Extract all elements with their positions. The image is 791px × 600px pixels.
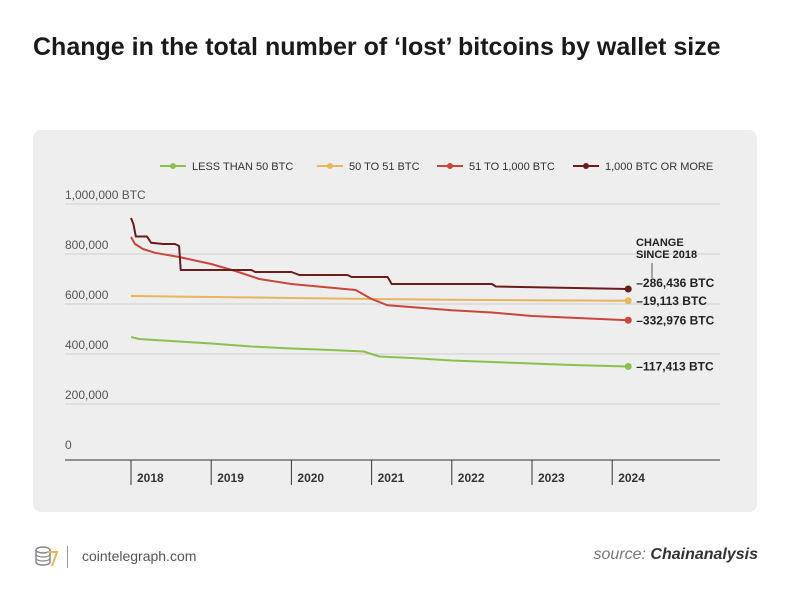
series-line <box>130 217 629 290</box>
legend-label: 51 TO 1,000 BTC <box>469 161 555 173</box>
series-line <box>130 336 629 368</box>
x-tick-label: 2018 <box>137 471 164 485</box>
legend-marker <box>170 163 176 169</box>
annotation-header-line2: SINCE 2018 <box>636 249 697 261</box>
chart-panel <box>33 130 757 512</box>
legend-marker <box>447 163 453 169</box>
x-tick-label: 2022 <box>458 471 485 485</box>
annotation-header-line1: CHANGE <box>636 237 684 249</box>
y-tick-label: 1,000,000 BTC <box>65 188 146 202</box>
line-chart: 0 200,000 400,000 600,000 800,000 1,000,000 B… <box>65 161 720 485</box>
y-tick-label: 400,000 <box>65 338 109 352</box>
x-tick-label: 2024 <box>618 471 645 485</box>
footer-divider <box>67 546 68 568</box>
y-tick-label: 0 <box>65 438 72 452</box>
change-label: –19,113 BTC <box>636 294 707 308</box>
x-tick-label: 2020 <box>297 471 324 485</box>
footer-site: cointelegraph.com <box>82 548 197 564</box>
legend-marker <box>327 163 333 169</box>
legend-label: 1,000 BTC OR MORE <box>605 161 713 173</box>
series-line <box>130 295 629 302</box>
footer-source: source: Chainanalysis <box>593 546 758 564</box>
legend-label: LESS THAN 50 BTC <box>192 161 293 173</box>
change-label: –332,976 BTC <box>636 313 714 327</box>
series-line <box>130 236 629 322</box>
series-end-marker <box>624 363 632 370</box>
legend-label: 50 TO 51 BTC <box>349 161 420 173</box>
change-label: –117,413 BTC <box>636 360 714 374</box>
x-tick-label: 2021 <box>378 471 405 485</box>
change-label: –286,436 BTC <box>636 276 714 290</box>
y-tick-label: 800,000 <box>65 238 109 252</box>
y-tick-label: 600,000 <box>65 288 109 302</box>
page-title: Change in the total number of ‘lost’ bit… <box>33 33 721 61</box>
source-label: source: <box>593 546 646 563</box>
y-tick-label: 200,000 <box>65 388 109 402</box>
x-tick-label: 2019 <box>217 471 244 485</box>
legend-marker <box>583 163 589 169</box>
cointelegraph-logo-icon <box>35 546 59 567</box>
x-tick-label: 2023 <box>538 471 565 485</box>
source-name: Chainanalysis <box>650 546 758 563</box>
series-end-marker <box>624 285 632 293</box>
series-end-marker <box>624 316 632 324</box>
series-end-marker <box>624 297 632 305</box>
